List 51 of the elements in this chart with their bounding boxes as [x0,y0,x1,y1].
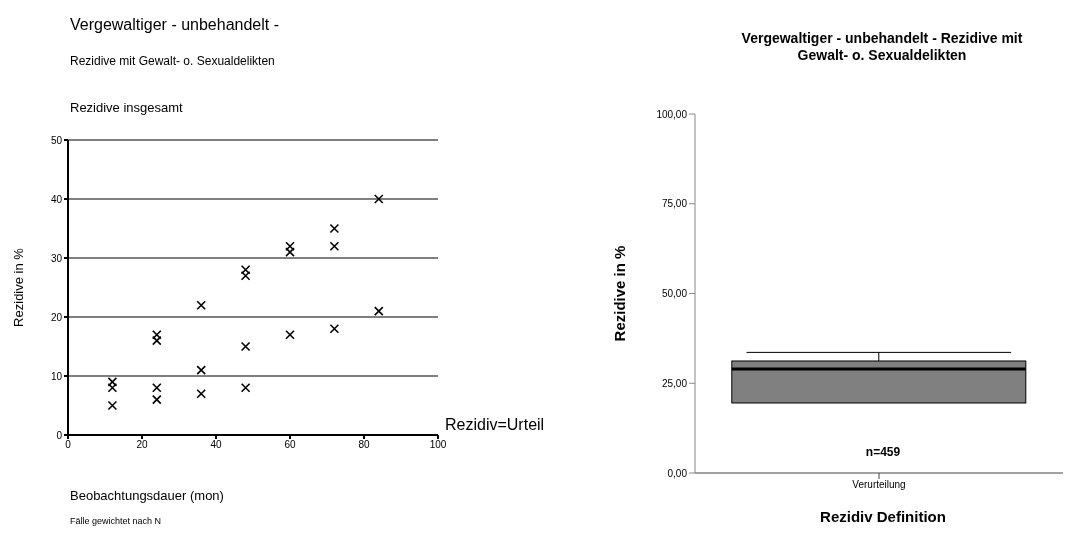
point [240,265,251,275]
point [285,247,295,257]
y-tick-label: 20 [50,311,63,323]
point [196,365,206,375]
point [285,241,295,251]
point [329,324,340,334]
y-tick-label: 75,00 [661,198,688,210]
point [196,300,206,310]
x-tick-label: 40 [210,439,222,451]
y-tick-label: 50 [50,134,63,146]
point [196,388,206,399]
x-axis-title: Rezidiv Definition [819,508,947,525]
point [152,329,162,340]
y-tick-label: 0,00 [667,467,688,479]
chart-subtitle: Rezidive mit Gewalt- o. Sexualdelikten [70,54,275,68]
point [374,306,384,316]
y-tick-label: 25,00 [661,377,688,389]
y-tick-label: 10 [50,370,63,382]
point [285,329,295,340]
x-tick-label: 0 [65,439,72,451]
y-axis-title: Rezidive in % [10,247,26,327]
annotation: n=459 [864,445,902,459]
point [152,383,162,393]
chart-title: Vergewaltiger - unbehandelt - [70,16,280,34]
point [329,241,340,251]
x-tick-label: 20 [136,439,148,451]
point [107,400,118,411]
x-tick-label: 60 [284,439,296,451]
y-axis-title: Rezidive in % [611,245,629,342]
x-axis-title: Beobachtungsdauer (mon) [70,488,224,503]
y-tick-label: 40 [50,193,63,205]
y-tick-label: 100,00 [656,108,688,120]
point [107,383,118,393]
point [107,377,118,387]
point [240,383,251,393]
x-tick-label: Verurteilung [852,479,906,491]
point [374,194,384,204]
x-tick-label: 80 [358,439,370,451]
point [240,341,251,352]
x-tick-label: 100 [429,439,447,451]
text: Rezidiv=Urteil [445,416,545,434]
y-tick-label: 0 [56,429,63,441]
y-tick-label: 30 [50,252,63,264]
point [329,223,340,234]
point [152,394,162,405]
text: Fälle gewichtet nach N [70,516,162,526]
y-tick-label: 50,00 [661,288,688,300]
text: Rezidive insgesamt [70,100,183,115]
chart-title: Vergewaltiger - unbehandelt - Rezidive mit Gewalt- o. Sexualdelikten [740,30,1024,64]
point [152,335,162,346]
point [240,270,251,281]
